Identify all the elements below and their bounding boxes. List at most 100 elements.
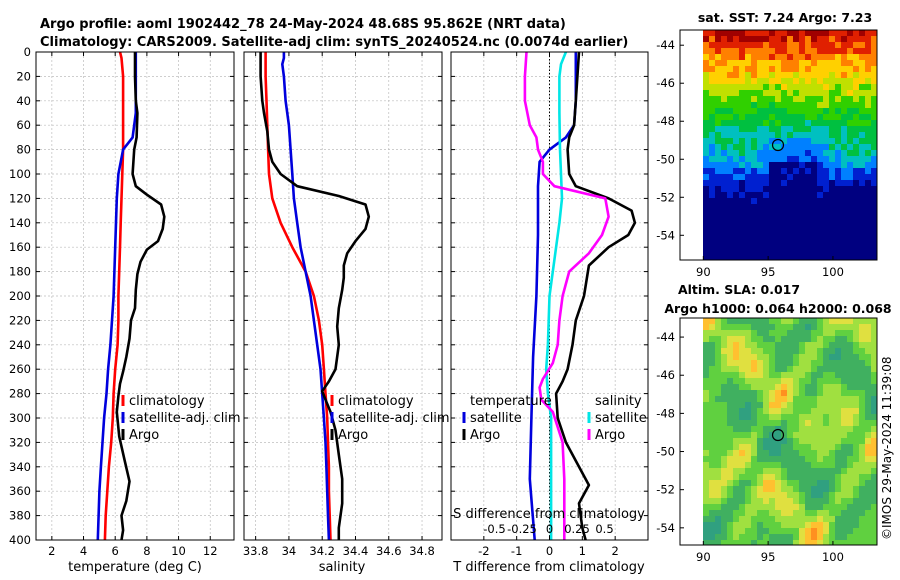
sla-map-cell bbox=[811, 396, 818, 403]
sst-map-cell bbox=[721, 54, 728, 61]
sla-map-cell bbox=[745, 384, 752, 391]
sst-map-cell bbox=[859, 60, 866, 67]
sla-map-cell bbox=[733, 528, 740, 535]
sla-map-cell bbox=[835, 486, 842, 493]
sst-map-cell bbox=[835, 84, 842, 91]
sla-map-cell bbox=[745, 468, 752, 475]
sla-map-cell bbox=[871, 360, 877, 367]
sla-map-cell bbox=[721, 360, 728, 367]
sst-map-cell bbox=[853, 192, 860, 199]
sst-map-cell bbox=[751, 246, 758, 253]
sst-map-cell bbox=[793, 192, 800, 199]
sla-map-cell bbox=[703, 318, 710, 325]
sla-map-cell bbox=[871, 456, 877, 463]
sla-map-cell bbox=[805, 492, 812, 499]
sst-map-cell bbox=[763, 162, 770, 169]
sla-map-cell bbox=[727, 318, 734, 325]
sla-map-cell bbox=[709, 510, 716, 517]
sst-map-cell bbox=[787, 36, 794, 43]
sla-map-cell bbox=[811, 420, 818, 427]
sst-map-cell bbox=[853, 240, 860, 247]
sst-map-cell bbox=[793, 36, 800, 43]
sla-map-cell bbox=[733, 462, 740, 469]
sst-map-cell bbox=[865, 180, 872, 187]
sla-map-cell bbox=[829, 402, 836, 409]
sst-map-cell bbox=[727, 222, 734, 229]
map-lon-tick-label: 90 bbox=[696, 265, 711, 279]
sst-map-cell bbox=[871, 36, 877, 43]
sst-map-cell bbox=[805, 108, 812, 115]
sst-map-cell bbox=[853, 150, 860, 157]
sst-map-cell bbox=[817, 48, 824, 55]
t-difference-xlabel: T difference from climatology bbox=[452, 560, 645, 575]
sla-map-cell bbox=[721, 444, 728, 451]
sst-map-cell bbox=[763, 222, 770, 229]
sla-map-cell bbox=[703, 360, 710, 367]
legend-label-argo: Argo bbox=[338, 428, 368, 443]
sst-map-cell bbox=[817, 150, 824, 157]
sst-map-cell bbox=[727, 234, 734, 241]
sla-map-cell bbox=[793, 402, 800, 409]
depth-tick-label: 60 bbox=[16, 118, 31, 132]
sst-map-cell bbox=[715, 48, 722, 55]
sst-map-cell bbox=[871, 120, 877, 127]
sla-map-cell bbox=[847, 462, 854, 469]
sla-map-cell bbox=[763, 420, 770, 427]
sla-map-cell bbox=[865, 492, 872, 499]
sla-map-cell bbox=[721, 492, 728, 499]
sla-map-cell bbox=[757, 522, 764, 529]
sst-map-cell bbox=[805, 30, 812, 37]
sla-map-cell bbox=[715, 450, 722, 457]
sla-map-cell bbox=[757, 378, 764, 385]
sla-map-cell bbox=[829, 432, 836, 439]
sst-map-cell bbox=[775, 222, 782, 229]
sst-map-cell bbox=[739, 102, 746, 109]
x-tick-label: 12 bbox=[203, 544, 218, 558]
sla-map-cell bbox=[805, 522, 812, 529]
sst-map-cell bbox=[829, 258, 836, 260]
sst-map-cell bbox=[871, 102, 877, 109]
sla-map-cell bbox=[865, 378, 872, 385]
sla-map-cell bbox=[859, 348, 866, 355]
sla-map-cell bbox=[751, 378, 758, 385]
sst-map-cell bbox=[757, 66, 764, 73]
sst-map-cell bbox=[811, 120, 818, 127]
sla-map-cell bbox=[733, 396, 740, 403]
sst-map-cell bbox=[769, 48, 776, 55]
sst-map-cell bbox=[739, 114, 746, 121]
sst-map-cell bbox=[859, 90, 866, 97]
sla-map-cell bbox=[859, 492, 866, 499]
sst-map-cell bbox=[799, 222, 806, 229]
sst-map-cell bbox=[787, 48, 794, 55]
sst-map-cell bbox=[775, 246, 782, 253]
sst-map-cell bbox=[871, 186, 877, 193]
sla-map-cell bbox=[703, 432, 710, 439]
sla-map-cell bbox=[841, 342, 848, 349]
sst-map-cell bbox=[739, 78, 746, 85]
sst-map-cell bbox=[811, 42, 818, 49]
x-tick-label: -1 bbox=[511, 544, 522, 558]
sst-map-cell bbox=[817, 96, 824, 103]
sst-map-cell bbox=[829, 240, 836, 247]
sla-map-cell bbox=[817, 474, 824, 481]
sla-map-cell bbox=[703, 378, 710, 385]
sla-map-cell bbox=[823, 390, 830, 397]
sst-map-cell bbox=[853, 72, 860, 79]
sla-map-cell bbox=[757, 348, 764, 355]
sla-map-cell bbox=[799, 360, 806, 367]
sst-map-cell bbox=[703, 198, 710, 205]
sla-map-cell bbox=[757, 390, 764, 397]
sla-map-cell bbox=[715, 540, 722, 545]
sst-map-cell bbox=[721, 252, 728, 259]
sst-map-cell bbox=[859, 204, 866, 211]
sst-map-cell bbox=[739, 252, 746, 259]
sla-map-cell bbox=[721, 378, 728, 385]
sla-map-cell bbox=[865, 504, 872, 511]
sla-map-cell bbox=[715, 468, 722, 475]
sla-map-cell bbox=[781, 318, 788, 325]
sla-map-cell bbox=[769, 522, 776, 529]
sla-map-cell bbox=[865, 354, 872, 361]
sst-map-cell bbox=[829, 150, 836, 157]
sst-map-cell bbox=[853, 114, 860, 121]
sla-map-cell bbox=[865, 528, 872, 535]
